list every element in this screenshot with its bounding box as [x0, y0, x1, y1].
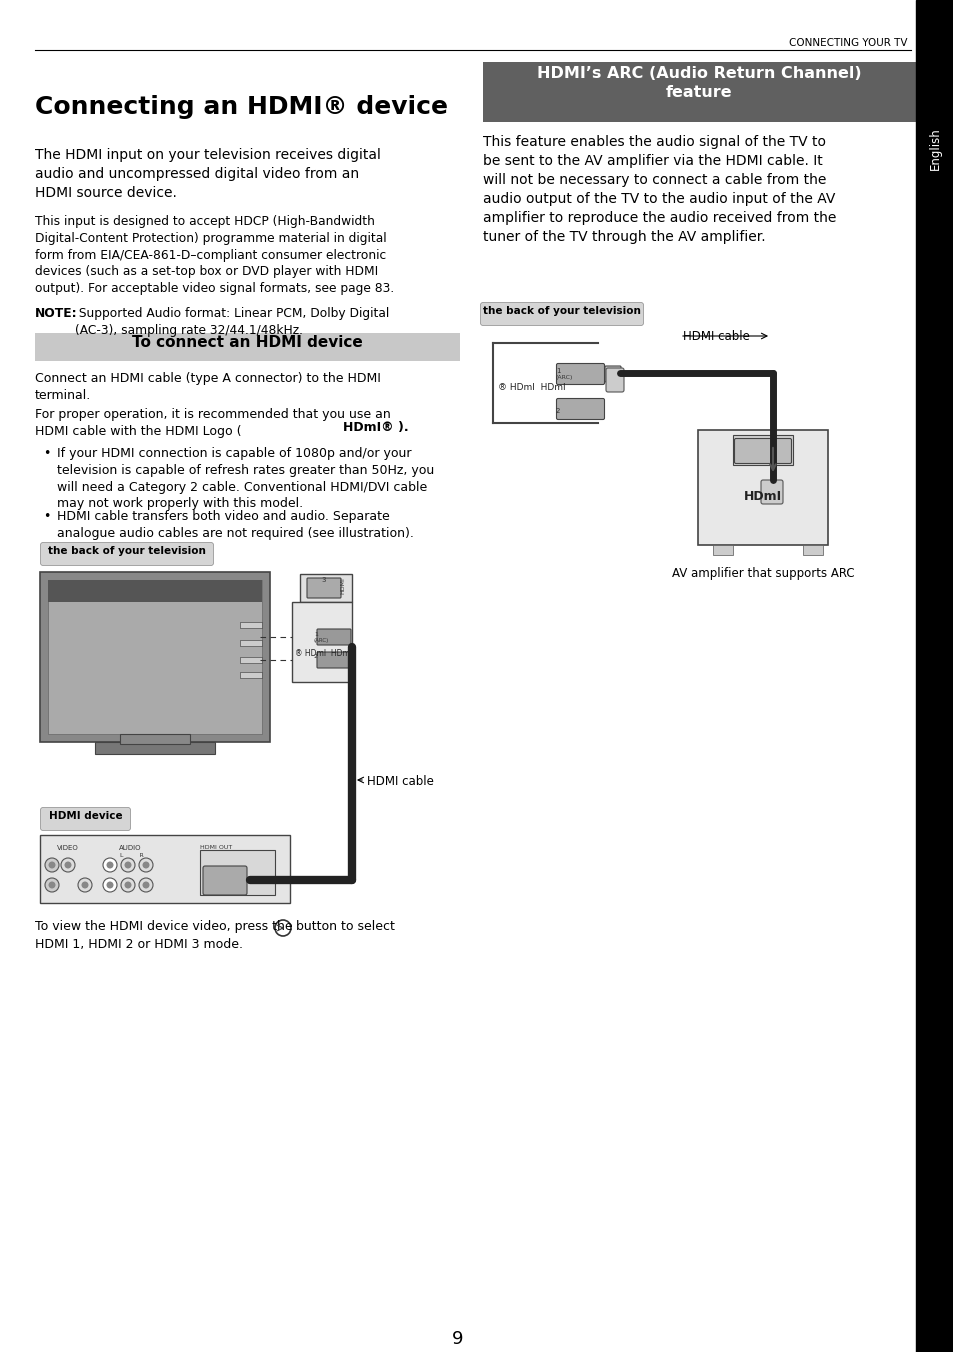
- Text: 2: 2: [556, 408, 559, 414]
- Bar: [732, 435, 792, 465]
- Circle shape: [107, 861, 113, 868]
- Text: HDMI cable: HDMI cable: [367, 775, 434, 788]
- Text: •: •: [43, 448, 51, 460]
- Circle shape: [78, 877, 91, 892]
- Text: HDmI® ).: HDmI® ).: [343, 420, 408, 434]
- Text: 3: 3: [321, 577, 326, 583]
- Bar: [120, 734, 190, 744]
- Text: HDMI device: HDMI device: [49, 811, 122, 821]
- Bar: [240, 622, 262, 627]
- Text: This input is designed to accept HDCP (High-Bandwidth
Digital-Content Protection: This input is designed to accept HDCP (H…: [35, 215, 394, 295]
- Bar: [802, 545, 822, 556]
- Text: HDMI cable transfers both video and audio. Separate
analogue audio cables are no: HDMI cable transfers both video and audi…: [57, 510, 414, 539]
- Text: button to select: button to select: [295, 919, 395, 933]
- Bar: [299, 575, 352, 602]
- Text: HDMI 1, HDMI 2 or HDMI 3 mode.: HDMI 1, HDMI 2 or HDMI 3 mode.: [35, 938, 243, 950]
- Circle shape: [121, 859, 135, 872]
- Circle shape: [142, 861, 150, 868]
- Circle shape: [274, 919, 291, 936]
- Bar: [35, 333, 459, 361]
- Text: If your HDMI connection is capable of 1080p and/or your
television is capable of: If your HDMI connection is capable of 10…: [57, 448, 434, 511]
- Text: Connecting an HDMI® device: Connecting an HDMI® device: [35, 95, 448, 119]
- FancyBboxPatch shape: [556, 399, 604, 419]
- Circle shape: [103, 859, 117, 872]
- Text: NOTE:: NOTE:: [35, 307, 77, 320]
- Circle shape: [107, 882, 113, 888]
- Bar: [482, 62, 915, 122]
- FancyBboxPatch shape: [203, 867, 247, 895]
- Circle shape: [139, 877, 152, 892]
- Text: 9: 9: [452, 1330, 463, 1348]
- Bar: [698, 430, 827, 545]
- Bar: [48, 580, 262, 602]
- Bar: [240, 657, 262, 662]
- Text: 1: 1: [314, 631, 317, 637]
- Text: HDMI: HDMI: [339, 577, 345, 594]
- Text: (ARC): (ARC): [556, 375, 573, 380]
- Text: HDMI’s ARC (Audio Return Channel)
feature: HDMI’s ARC (Audio Return Channel) featur…: [537, 66, 861, 100]
- Text: 1: 1: [556, 368, 560, 375]
- Text: HDMI OUT: HDMI OUT: [200, 845, 232, 850]
- Text: AUDIO: AUDIO: [118, 845, 141, 850]
- Bar: [712, 545, 732, 556]
- Text: The HDMI input on your television receives digital
audio and uncompressed digita: The HDMI input on your television receiv…: [35, 147, 380, 200]
- FancyBboxPatch shape: [556, 364, 604, 384]
- Circle shape: [49, 861, 55, 868]
- Bar: [915, 0, 953, 1352]
- Text: the back of your television: the back of your television: [48, 546, 206, 556]
- Circle shape: [139, 859, 152, 872]
- Text: HDmI: HDmI: [743, 489, 781, 503]
- Text: ® HDmI  HDmI: ® HDmI HDmI: [497, 383, 565, 392]
- Bar: [200, 850, 274, 895]
- Text: For proper operation, it is recommended that you use an
HDMI cable with the HDMI: For proper operation, it is recommended …: [35, 408, 391, 438]
- Circle shape: [61, 859, 75, 872]
- Text: the back of your television: the back of your television: [482, 306, 640, 316]
- Text: Connect an HDMI cable (type A connector) to the HDMI
terminal.: Connect an HDMI cable (type A connector)…: [35, 372, 380, 402]
- FancyBboxPatch shape: [40, 542, 213, 565]
- FancyBboxPatch shape: [604, 366, 620, 383]
- Bar: [292, 602, 352, 681]
- Text: To connect an HDMI device: To connect an HDMI device: [132, 335, 362, 350]
- Text: English: English: [927, 127, 941, 170]
- Circle shape: [81, 882, 89, 888]
- FancyBboxPatch shape: [307, 579, 340, 598]
- Text: ® HDmI  HDmI: ® HDmI HDmI: [294, 649, 352, 658]
- Text: 2: 2: [314, 654, 317, 658]
- FancyBboxPatch shape: [316, 652, 351, 668]
- Text: (ARC): (ARC): [314, 638, 329, 644]
- FancyBboxPatch shape: [316, 629, 351, 645]
- FancyBboxPatch shape: [605, 368, 623, 392]
- Circle shape: [49, 882, 55, 888]
- Bar: [240, 672, 262, 677]
- FancyBboxPatch shape: [480, 303, 643, 326]
- Text: L        R: L R: [120, 853, 144, 859]
- Circle shape: [125, 882, 132, 888]
- Bar: [48, 580, 262, 734]
- Text: HDMI cable: HDMI cable: [682, 330, 749, 343]
- Text: This feature enables the audio signal of the TV to
be sent to the AV amplifier v: This feature enables the audio signal of…: [482, 135, 836, 243]
- Circle shape: [103, 877, 117, 892]
- Text: •: •: [43, 510, 51, 523]
- Bar: [40, 572, 270, 742]
- Circle shape: [125, 861, 132, 868]
- FancyBboxPatch shape: [40, 807, 131, 830]
- Text: AV amplifier that supports ARC: AV amplifier that supports ARC: [671, 566, 854, 580]
- FancyBboxPatch shape: [760, 480, 782, 504]
- Text: Supported Audio format: Linear PCM, Dolby Digital
(AC-3), sampling rate 32/44.1/: Supported Audio format: Linear PCM, Dolb…: [75, 307, 389, 337]
- Text: VIDEO: VIDEO: [57, 845, 79, 850]
- Circle shape: [45, 859, 59, 872]
- FancyBboxPatch shape: [734, 438, 791, 464]
- Circle shape: [45, 877, 59, 892]
- Circle shape: [65, 861, 71, 868]
- Circle shape: [121, 877, 135, 892]
- Text: CONNECTING YOUR TV: CONNECTING YOUR TV: [789, 38, 907, 49]
- Bar: [40, 836, 290, 903]
- Text: To view the HDMI device video, press the: To view the HDMI device video, press the: [35, 919, 293, 933]
- Bar: [95, 742, 214, 754]
- Bar: [240, 639, 262, 646]
- Circle shape: [142, 882, 150, 888]
